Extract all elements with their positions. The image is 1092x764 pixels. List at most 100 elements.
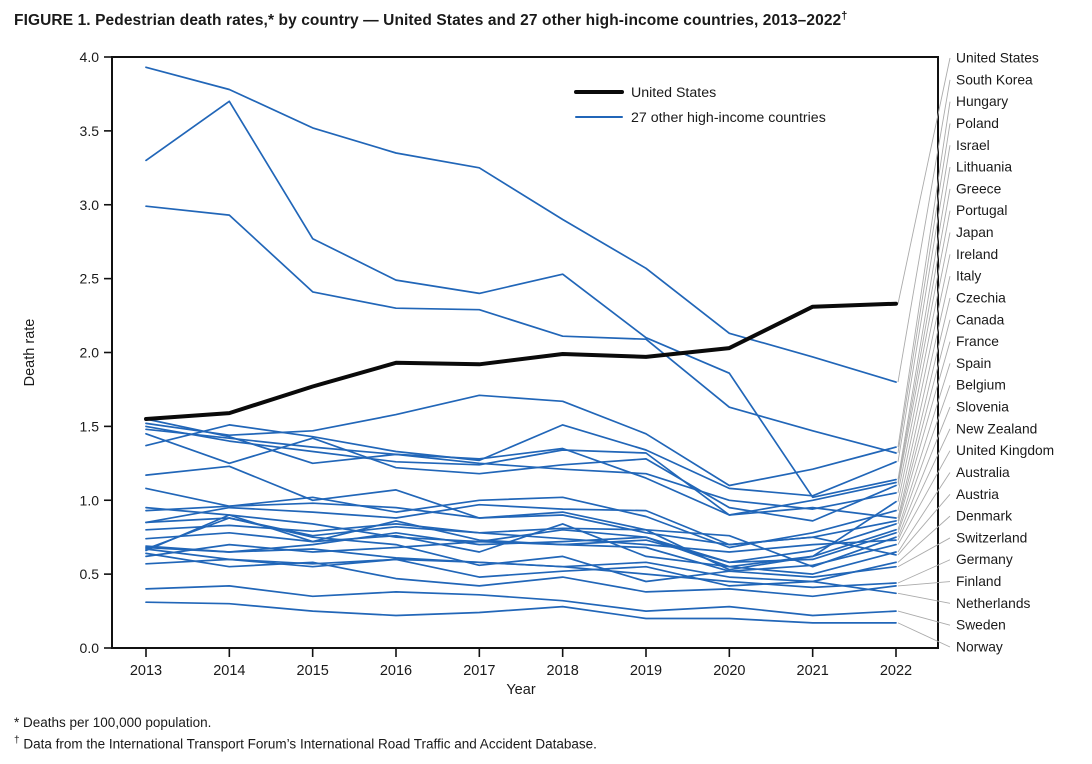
y-tick-label-1.5: 1.5 bbox=[80, 418, 100, 434]
y-tick-label-3.5: 3.5 bbox=[80, 123, 100, 139]
series-line-united-states bbox=[144, 301, 898, 421]
country-label-netherlands: Netherlands bbox=[956, 596, 1030, 611]
leader-line-united-states bbox=[897, 57, 951, 304]
series-line-switzerland bbox=[145, 517, 897, 583]
x-tick-label-2022: 2022 bbox=[880, 663, 912, 679]
country-label-canada: Canada bbox=[956, 312, 1005, 327]
leader-line-south-korea bbox=[897, 79, 951, 383]
leader-line-italy bbox=[897, 276, 951, 511]
leader-line-finland bbox=[897, 581, 951, 587]
leader-line-sweden bbox=[897, 610, 951, 626]
figure-title-text: FIGURE 1. Pedestrian death rates,* by co… bbox=[14, 12, 842, 30]
country-label-new-zealand: New Zealand bbox=[956, 421, 1037, 436]
series-line-slovenia bbox=[145, 465, 897, 568]
series-line-sweden bbox=[145, 585, 897, 617]
x-tick-label-2021: 2021 bbox=[797, 663, 829, 679]
y-tick-label-0.0: 0.0 bbox=[80, 640, 100, 656]
country-label-ireland: Ireland bbox=[956, 247, 998, 262]
series-line-poland bbox=[145, 205, 897, 454]
country-label-austria: Austria bbox=[956, 487, 999, 502]
leader-line-france bbox=[897, 341, 951, 525]
series-line-norway bbox=[145, 601, 897, 624]
leader-line-switzerland bbox=[897, 537, 951, 568]
y-tick-label-2.0: 2.0 bbox=[80, 345, 100, 361]
country-label-spain: Spain bbox=[956, 356, 991, 371]
footnote-asterisk: * Deaths per 100,000 population. bbox=[14, 715, 212, 730]
country-label-portugal: Portugal bbox=[956, 203, 1007, 218]
series-line-greece bbox=[145, 425, 897, 516]
leader-line-portugal bbox=[897, 210, 951, 486]
figure-footnotes: * Deaths per 100,000 population. † Data … bbox=[14, 714, 597, 754]
country-label-czechia: Czechia bbox=[956, 290, 1006, 305]
country-label-hungary: Hungary bbox=[956, 94, 1008, 109]
x-tick-label-2016: 2016 bbox=[380, 663, 412, 679]
leader-line-netherlands bbox=[897, 592, 951, 604]
x-tick-label-2013: 2013 bbox=[130, 663, 162, 679]
leader-line-lithuania bbox=[897, 167, 951, 480]
country-label-finland: Finland bbox=[956, 574, 1001, 589]
leader-line-belgium bbox=[897, 385, 951, 533]
country-label-israel: Israel bbox=[956, 138, 990, 153]
country-label-lithuania: Lithuania bbox=[956, 160, 1012, 175]
leader-line-poland bbox=[897, 123, 951, 454]
leader-line-norway bbox=[897, 622, 951, 648]
x-tick-label-2019: 2019 bbox=[630, 663, 662, 679]
country-label-poland: Poland bbox=[956, 116, 999, 131]
leader-line-denmark bbox=[897, 515, 951, 563]
leader-line-ireland bbox=[897, 254, 951, 502]
country-label-norway: Norway bbox=[956, 640, 1003, 655]
leader-line-spain bbox=[897, 363, 951, 530]
x-tick-label-2014: 2014 bbox=[213, 663, 245, 679]
leader-line-australia bbox=[897, 472, 951, 553]
leader-line-austria bbox=[897, 494, 951, 556]
leader-line-united-kingdom bbox=[897, 450, 951, 545]
series-line-ireland bbox=[145, 500, 897, 568]
country-label-france: France bbox=[956, 334, 999, 349]
country-label-japan: Japan bbox=[956, 225, 994, 240]
series-line-czechia bbox=[145, 418, 897, 519]
leader-line-japan bbox=[897, 232, 951, 493]
country-label-italy: Italy bbox=[956, 269, 981, 284]
country-label-germany: Germany bbox=[956, 552, 1013, 567]
x-tick-label-2020: 2020 bbox=[713, 663, 745, 679]
series-line-japan bbox=[145, 428, 897, 510]
country-label-united-states: United States bbox=[956, 51, 1039, 66]
x-tick-label-2018: 2018 bbox=[547, 663, 579, 679]
country-label-belgium: Belgium bbox=[956, 378, 1006, 393]
country-label-denmark: Denmark bbox=[956, 509, 1012, 524]
series-line-south-korea bbox=[145, 66, 897, 383]
y-tick-label-4.0: 4.0 bbox=[80, 49, 100, 65]
leader-line-hungary bbox=[897, 101, 951, 448]
series-line-australia bbox=[145, 531, 897, 575]
country-label-slovenia: Slovenia bbox=[956, 400, 1009, 415]
legend-label-united-states: United States bbox=[631, 85, 716, 101]
figure-title-dagger: † bbox=[841, 10, 848, 22]
x-tick-label-2015: 2015 bbox=[297, 663, 329, 679]
leader-line-new-zealand bbox=[897, 428, 951, 541]
y-tick-label-3.0: 3.0 bbox=[80, 197, 100, 213]
y-tick-label-1.0: 1.0 bbox=[80, 492, 100, 508]
series-line-finland bbox=[145, 552, 897, 598]
x-tick-label-2017: 2017 bbox=[463, 663, 495, 679]
legend-label-27-other-high-income-countries: 27 other high-income countries bbox=[631, 110, 826, 126]
series-line-netherlands bbox=[145, 548, 897, 595]
country-label-greece: Greece bbox=[956, 181, 1002, 196]
leader-line-israel bbox=[897, 145, 951, 462]
x-axis-title: Year bbox=[506, 682, 535, 698]
figure-title: FIGURE 1. Pedestrian death rates,* by co… bbox=[14, 10, 848, 30]
country-label-australia: Australia bbox=[956, 465, 1010, 480]
country-label-south-korea: South Korea bbox=[956, 72, 1033, 87]
series-line-lithuania bbox=[145, 100, 897, 499]
country-label-united-kingdom: United Kingdom bbox=[956, 443, 1054, 458]
country-label-sweden: Sweden bbox=[956, 618, 1006, 633]
leader-line-greece bbox=[897, 188, 951, 483]
series-line-israel bbox=[145, 424, 897, 497]
pedestrian-death-rate-chart: 0.0 0.5 1.0 1.5 2.0 2.5 3.0 3.5 4.0 2013 2014 2015 2… bbox=[22, 49, 1054, 698]
footnote-dagger-text: Data from the International Transport Fo… bbox=[19, 736, 597, 752]
leader-line-slovenia bbox=[897, 406, 951, 538]
footnote-dagger: † Data from the International Transport … bbox=[14, 732, 597, 754]
leader-line-germany bbox=[897, 559, 951, 584]
series-line-hungary bbox=[145, 394, 897, 487]
y-tick-label-2.5: 2.5 bbox=[80, 271, 100, 287]
